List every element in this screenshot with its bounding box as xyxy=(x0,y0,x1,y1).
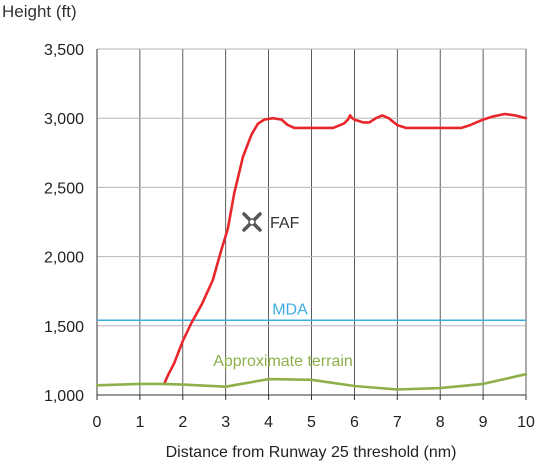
x-tick-label: 5 xyxy=(307,414,316,431)
y-tick-label: 2,000 xyxy=(44,250,84,267)
x-tick-label: 8 xyxy=(436,414,445,431)
mda-label: MDA xyxy=(272,301,308,318)
cross-marker-icon xyxy=(242,212,262,232)
y-tick-label: 1,500 xyxy=(44,319,84,336)
chart-axes xyxy=(96,49,527,400)
reference-lines: MDA xyxy=(97,301,526,322)
flight-path-line xyxy=(163,112,528,384)
chart-annotations: FAF xyxy=(242,212,300,232)
y-tick-label: 3,000 xyxy=(44,111,84,128)
y-tick-label: 1,000 xyxy=(44,388,84,405)
x-axis-title: Distance from Runway 25 threshold (nm) xyxy=(166,444,457,461)
y-axis-title: Height (ft) xyxy=(2,2,77,21)
y-tick-label: 3,500 xyxy=(44,42,84,59)
chart-grid xyxy=(97,48,527,395)
x-tick-label: 9 xyxy=(479,414,488,431)
terrain-line xyxy=(95,372,528,391)
x-tick-label: 10 xyxy=(517,414,535,431)
faf-label: FAF xyxy=(270,215,300,232)
x-tick-label: 2 xyxy=(178,414,187,431)
x-tick-label: 6 xyxy=(350,414,359,431)
x-tick-label: 7 xyxy=(393,414,402,431)
tick-labels: 0 1 2 3 4 5 6 7 8 9 10 1,000 1,500 2,000 2,500 3,000 3,5… xyxy=(44,42,535,431)
x-tick-label: 1 xyxy=(135,414,144,431)
series-lines: Approximate terrain xyxy=(95,112,528,391)
y-tick-label: 2,500 xyxy=(44,180,84,197)
terrain-label: Approximate terrain xyxy=(213,353,353,370)
x-tick-label: 0 xyxy=(93,414,102,431)
x-tick-label: 4 xyxy=(264,414,273,431)
cross-center xyxy=(248,218,256,226)
x-tick-label: 3 xyxy=(221,414,230,431)
